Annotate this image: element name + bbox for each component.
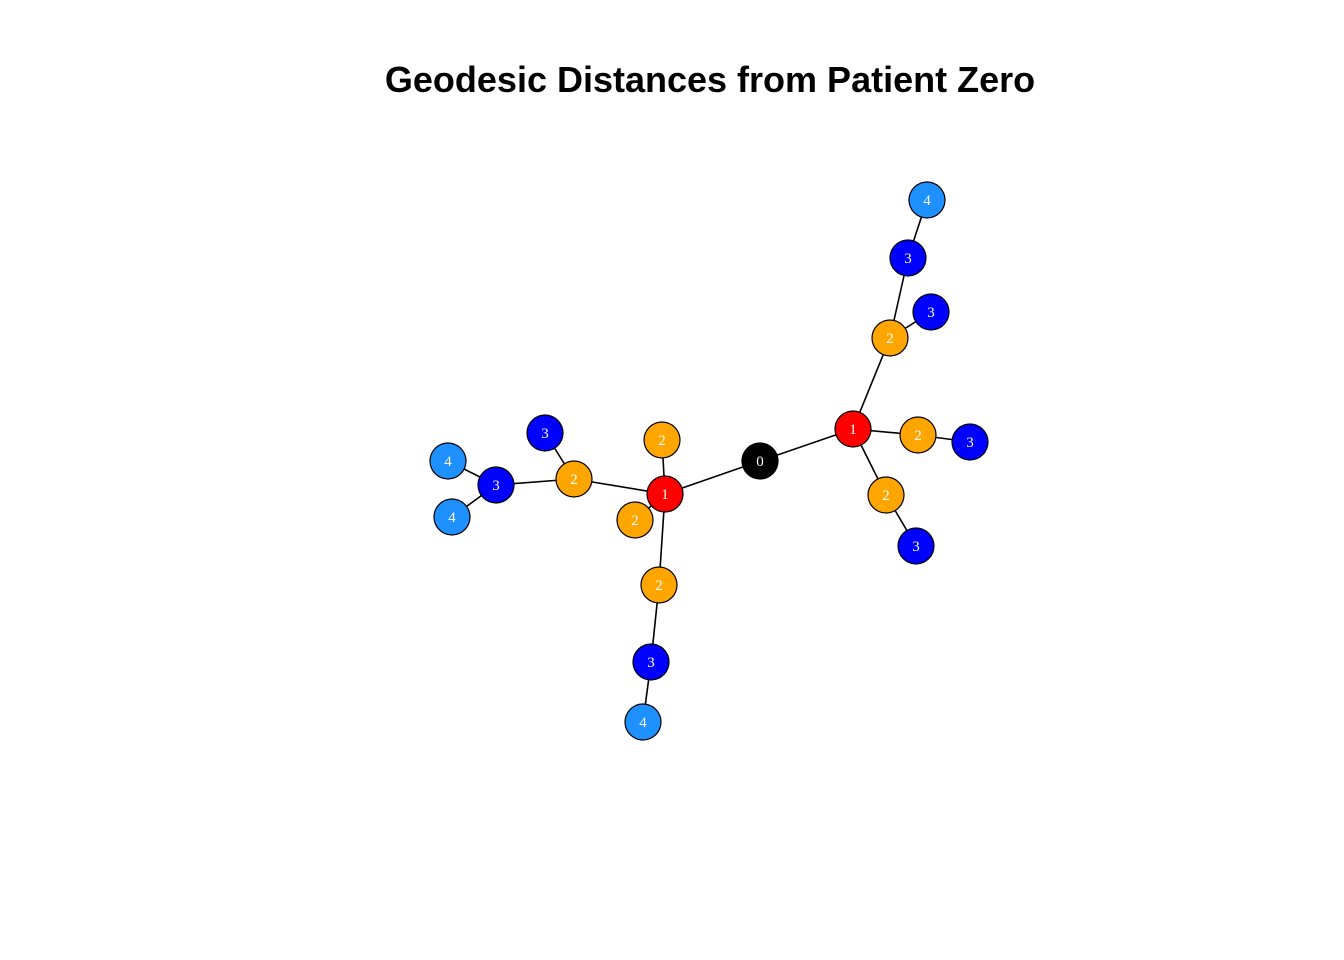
node-n16: 3 [477, 466, 515, 504]
node-circle-n10 [897, 527, 935, 565]
node-n18: 4 [433, 498, 471, 536]
node-label-n13: 2 [631, 513, 639, 529]
node-label-n9: 3 [966, 435, 974, 451]
node-n4: 2 [899, 416, 937, 454]
node-circle-n19 [632, 643, 670, 681]
node-n12: 2 [555, 460, 593, 498]
node-n2: 1 [646, 475, 684, 513]
node-label-n17: 4 [444, 454, 452, 470]
node-circle-n4 [899, 416, 937, 454]
node-circle-n11 [643, 421, 681, 459]
node-label-n5: 2 [882, 488, 890, 504]
node-circle-n20 [624, 703, 662, 741]
node-n6: 3 [912, 293, 950, 331]
node-label-n18: 4 [448, 510, 456, 526]
node-label-n8: 4 [923, 193, 931, 209]
node-label-n20: 4 [639, 715, 647, 731]
node-n14: 2 [640, 566, 678, 604]
node-circle-n0 [741, 442, 779, 480]
node-n10: 3 [897, 527, 935, 565]
node-circle-n15 [526, 414, 564, 452]
node-n1: 1 [834, 410, 872, 448]
node-label-n11: 2 [658, 433, 666, 449]
node-label-n1: 1 [849, 422, 857, 438]
node-label-n4: 2 [914, 428, 922, 444]
node-circle-n16 [477, 466, 515, 504]
node-label-n7: 3 [904, 251, 912, 267]
node-circle-n13 [616, 501, 654, 539]
node-circle-n1 [834, 410, 872, 448]
node-n5: 2 [867, 476, 905, 514]
node-n3: 2 [871, 319, 909, 357]
node-n8: 4 [908, 181, 946, 219]
nodes-layer: 0 1 1 2 2 2 3 3 4 3 3 2 2 2 2 3 3 4 4 3 4 [429, 181, 989, 741]
node-label-n14: 2 [655, 578, 663, 594]
node-n0: 0 [741, 442, 779, 480]
node-n17: 4 [429, 442, 467, 480]
node-label-n0: 0 [756, 454, 764, 470]
node-circle-n5 [867, 476, 905, 514]
node-n7: 3 [889, 239, 927, 277]
node-circle-n8 [908, 181, 946, 219]
node-circle-n17 [429, 442, 467, 480]
node-circle-n12 [555, 460, 593, 498]
node-label-n6: 3 [927, 305, 935, 321]
node-circle-n6 [912, 293, 950, 331]
node-circle-n3 [871, 319, 909, 357]
node-n15: 3 [526, 414, 564, 452]
node-n9: 3 [951, 423, 989, 461]
node-n20: 4 [624, 703, 662, 741]
node-n11: 2 [643, 421, 681, 459]
node-label-n15: 3 [541, 426, 549, 442]
node-label-n3: 2 [886, 331, 894, 347]
node-n13: 2 [616, 501, 654, 539]
chart-title: Geodesic Distances from Patient Zero [384, 59, 1036, 100]
node-label-n2: 1 [661, 487, 669, 503]
node-label-n10: 3 [912, 539, 920, 555]
node-circle-n2 [646, 475, 684, 513]
node-label-n12: 2 [570, 472, 578, 488]
node-n19: 3 [632, 643, 670, 681]
node-label-n16: 3 [492, 478, 500, 494]
node-circle-n14 [640, 566, 678, 604]
node-circle-n18 [433, 498, 471, 536]
node-circle-n9 [951, 423, 989, 461]
node-circle-n7 [889, 239, 927, 277]
edges-layer [447, 199, 971, 723]
node-label-n19: 3 [647, 655, 655, 671]
